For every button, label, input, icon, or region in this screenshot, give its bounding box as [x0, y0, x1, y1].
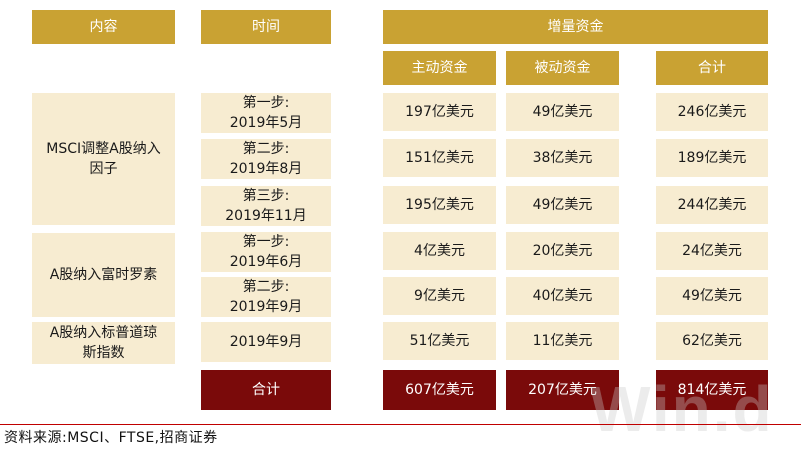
- table-cell-total: 62亿美元: [656, 322, 768, 360]
- header-passive-funds: 被动资金: [506, 51, 619, 85]
- group-ftse-text: A股纳入富时罗素: [49, 267, 158, 283]
- summary-passive: 207亿美元: [506, 370, 619, 410]
- header-content: 内容: [32, 10, 175, 44]
- table-cell-passive: 49亿美元: [506, 93, 619, 131]
- footer-divider: [0, 424, 801, 425]
- group-msci-label: MSCI调整A股纳入因子: [32, 93, 175, 225]
- table-row-time: 2019年9月: [201, 322, 331, 362]
- table-cell-passive: 49亿美元: [506, 186, 619, 224]
- table-row-time: 第二步: 2019年8月: [201, 139, 331, 179]
- table-row-time: 第一步: 2019年5月: [201, 93, 331, 133]
- time-step: 第三步:: [242, 188, 290, 204]
- time-date: 2019年9月: [229, 299, 303, 315]
- group-msci-text: MSCI调整A股纳入因子: [46, 141, 161, 177]
- table-cell-active: 197亿美元: [383, 93, 496, 131]
- table-cell-total: 244亿美元: [656, 186, 768, 224]
- time-date: 2019年11月: [225, 208, 307, 224]
- time-step: 第一步:: [242, 95, 290, 111]
- table-row-time: 第一步: 2019年6月: [201, 232, 331, 272]
- time-date: 2019年9月: [229, 334, 303, 350]
- table-cell-total: 49亿美元: [656, 277, 768, 315]
- summary-total: 814亿美元: [656, 370, 768, 410]
- summary-active: 607亿美元: [383, 370, 496, 410]
- source-note: 资料来源:MSCI、FTSE,招商证券: [4, 430, 218, 446]
- time-step: 第二步:: [242, 279, 290, 295]
- group-ftse-label: A股纳入富时罗素: [32, 233, 175, 317]
- header-time: 时间: [201, 10, 331, 44]
- table-cell-active: 4亿美元: [383, 232, 496, 270]
- table-cell-passive: 20亿美元: [506, 232, 619, 270]
- header-increment-funds: 增量资金: [383, 10, 768, 44]
- table-cell-total: 246亿美元: [656, 93, 768, 131]
- table-cell-total: 24亿美元: [656, 232, 768, 270]
- wind-watermark: Win.d: [590, 373, 774, 445]
- time-date: 2019年5月: [229, 115, 303, 131]
- table-cell-total: 189亿美元: [656, 139, 768, 177]
- group-sp-text: A股纳入标普道琼斯指数: [49, 325, 158, 361]
- time-step: 第一步:: [242, 234, 290, 250]
- table-cell-active: 151亿美元: [383, 139, 496, 177]
- table-cell-passive: 40亿美元: [506, 277, 619, 315]
- time-step: 第二步:: [242, 141, 290, 157]
- table-cell-passive: 11亿美元: [506, 322, 619, 360]
- table-row-time: 第三步: 2019年11月: [201, 186, 331, 226]
- table-row-time: 第二步: 2019年9月: [201, 277, 331, 317]
- time-date: 2019年8月: [229, 161, 303, 177]
- group-sp-label: A股纳入标普道琼斯指数: [32, 322, 175, 364]
- time-date: 2019年6月: [229, 254, 303, 270]
- header-active-funds: 主动资金: [383, 51, 496, 85]
- table-cell-active: 195亿美元: [383, 186, 496, 224]
- table-cell-passive: 38亿美元: [506, 139, 619, 177]
- summary-label: 合计: [201, 370, 331, 410]
- header-total-funds: 合计: [656, 51, 768, 85]
- table-cell-active: 9亿美元: [383, 277, 496, 315]
- table-cell-active: 51亿美元: [383, 322, 496, 360]
